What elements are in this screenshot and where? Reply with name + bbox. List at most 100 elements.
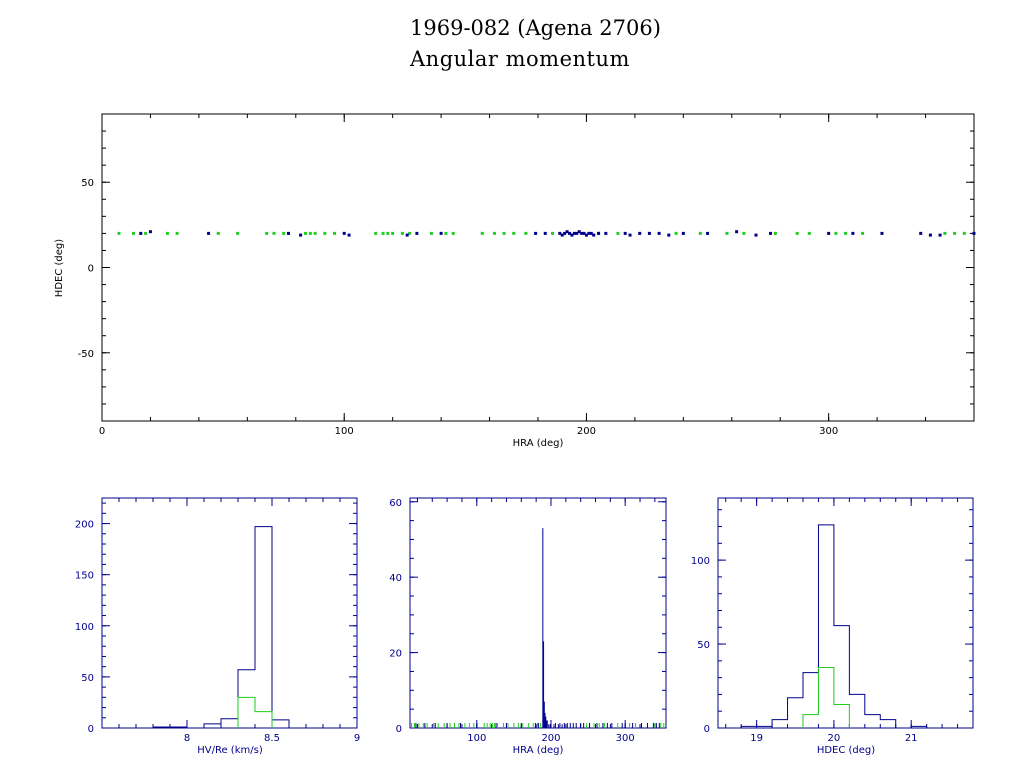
data-point: [148, 230, 152, 234]
data-point: [735, 230, 739, 234]
data-point: [638, 231, 642, 235]
x-axis-label: HRA (deg): [513, 745, 564, 756]
x-tick-label: 200: [577, 426, 596, 437]
x-tick-label: 9: [354, 733, 360, 744]
data-point: [287, 231, 291, 235]
data-point: [773, 231, 777, 235]
data-point: [524, 231, 528, 235]
data-point: [616, 231, 620, 235]
data-point: [604, 231, 608, 235]
data-point: [543, 231, 547, 235]
data-point: [512, 231, 516, 235]
data-point: [131, 231, 135, 235]
y-tick-label: 150: [75, 571, 94, 582]
data-point: [308, 231, 312, 235]
x-axis-label: HDEC (deg): [817, 745, 875, 756]
data-point: [657, 231, 661, 235]
data-point: [408, 231, 412, 235]
data-point: [582, 231, 586, 235]
y-tick-label: 100: [691, 556, 710, 567]
y-tick-label: -50: [78, 349, 94, 360]
data-point: [844, 231, 848, 235]
data-point: [303, 231, 307, 235]
data-point: [667, 233, 671, 237]
data-point: [381, 231, 385, 235]
data-point: [972, 231, 976, 235]
data-point: [567, 231, 571, 235]
data-point: [139, 231, 143, 235]
data-point: [698, 231, 702, 235]
hdec-histogram-panel: 19 20 21 0 50 100 HDEC (deg): [691, 497, 974, 756]
plot-frame: [409, 497, 667, 729]
data-point: [861, 231, 865, 235]
x-tick-label: 100: [335, 426, 354, 437]
data-point: [880, 231, 884, 235]
data-point: [265, 231, 269, 235]
y-tick-label: 50: [81, 178, 94, 189]
x-tick-label: 100: [467, 733, 486, 744]
data-point: [391, 231, 395, 235]
x-tick-label: 300: [819, 426, 838, 437]
data-point: [572, 231, 576, 235]
data-point: [597, 231, 601, 235]
y-axis-label: HDEC (deg): [54, 239, 65, 297]
data-point: [415, 231, 419, 235]
x-tick-label: 8.5: [264, 733, 280, 744]
data-point: [144, 231, 148, 235]
x-tick-label: 21: [905, 733, 918, 744]
y-tick-label: 50: [81, 673, 94, 684]
y-tick-label: 50: [697, 640, 710, 651]
y-tick-label: 0: [704, 724, 710, 735]
data-point: [534, 231, 538, 235]
data-point: [386, 231, 390, 235]
y-tick-label: 40: [389, 573, 402, 584]
data-point: [216, 231, 220, 235]
data-point: [706, 231, 710, 235]
x-axis-label: HRA (deg): [513, 438, 564, 449]
data-point: [742, 231, 746, 235]
data-point: [584, 233, 588, 237]
data-point: [558, 231, 562, 235]
data-point: [943, 231, 947, 235]
data-point: [451, 231, 455, 235]
histogram-secondary: [802, 667, 850, 728]
data-point: [165, 231, 169, 235]
x-axis-label: HV/Re (km/s): [197, 745, 263, 756]
data-point: [480, 231, 484, 235]
data-point: [587, 231, 591, 235]
data-point: [575, 231, 579, 235]
scatter-panel: 0 100 200 300 -50 0 50 HRA (deg) HDEC (deg): [54, 113, 976, 449]
data-point: [313, 231, 317, 235]
y-tick-label: 0: [88, 264, 94, 275]
hv-histogram-panel: 8 8.5 9 0 50 100 150 200 HV/Re (km/s): [75, 497, 360, 756]
data-point: [795, 231, 799, 235]
chart-title: 1969-082 (Agena 2706): [410, 16, 661, 40]
chart-subtitle: Angular momentum: [410, 47, 630, 71]
histogram-primary: [740, 524, 928, 729]
y-tick-label: 100: [75, 622, 94, 633]
y-tick-label: 0: [88, 724, 94, 735]
y-tick-label: 0: [396, 724, 402, 735]
data-point: [429, 231, 433, 235]
data-point: [400, 231, 404, 235]
data-point: [592, 233, 596, 237]
data-point: [674, 231, 678, 235]
hra-histogram-panel: 100 200 300 0 20 40 60 HRA (deg): [389, 497, 667, 756]
data-point: [342, 231, 346, 235]
x-tick-label: 300: [616, 733, 635, 744]
data-point: [769, 231, 773, 235]
data-point: [323, 231, 327, 235]
data-point: [647, 231, 651, 235]
data-point: [577, 230, 581, 234]
x-tick-label: 19: [750, 733, 763, 744]
plot-frame: [101, 113, 975, 422]
y-tick-label: 20: [389, 649, 402, 660]
data-point: [834, 231, 838, 235]
data-point: [444, 231, 448, 235]
data-point: [560, 233, 564, 237]
data-point: [563, 231, 567, 235]
data-point: [807, 231, 811, 235]
data-point: [236, 231, 240, 235]
data-point: [938, 233, 942, 237]
